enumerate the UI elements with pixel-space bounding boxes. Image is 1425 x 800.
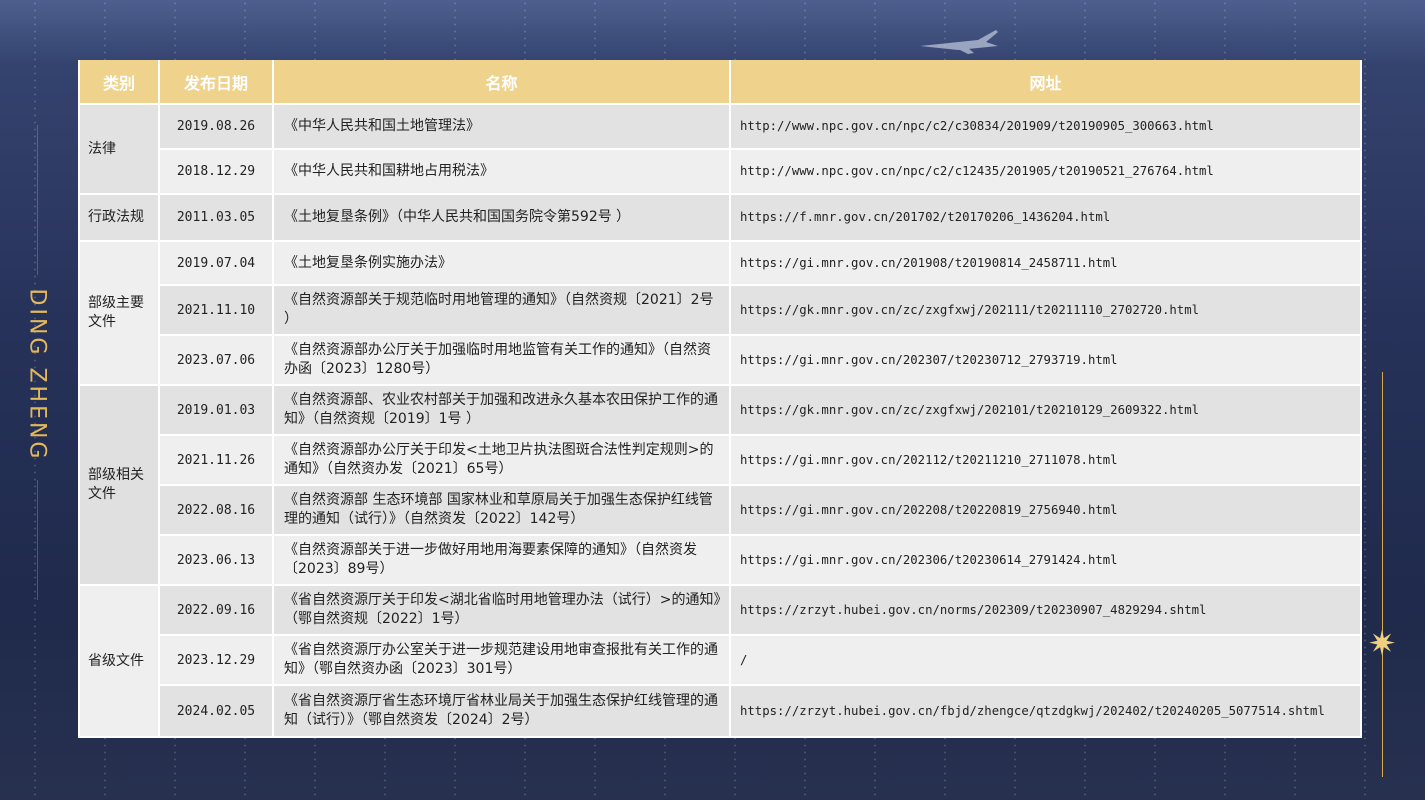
table-row: 2021.11.26 《自然资源部办公厅关于印发<土地卫片执法图斑合法性判定规则>… <box>79 434 1362 486</box>
table-row: 2023.06.13 《自然资源部关于进一步做好用地用海要素保障的通知》（自然资发… <box>79 534 1362 586</box>
header-date: 发布日期 <box>158 60 274 105</box>
name-cell: 《土地复垦条例》（中华人民共和国国务院令第592号 ） <box>272 193 731 242</box>
table-header-row: 类别 发布日期 名称 网址 <box>78 60 1362 105</box>
url-cell[interactable]: https://gi.mnr.gov.cn/202307/t20230712_2… <box>729 334 1362 386</box>
name-cell: 《自然资源部办公厅关于加强临时用地监管有关工作的通知》（自然资办函〔2023〕1… <box>272 334 731 386</box>
name-cell: 《土地复垦条例实施办法》 <box>272 240 731 286</box>
date-cell: 2021.11.10 <box>158 284 274 336</box>
airplane-icon <box>920 30 998 54</box>
decorative-gold-line <box>1382 372 1383 777</box>
date-cell: 2023.06.13 <box>158 534 274 586</box>
date-cell: 2023.12.29 <box>158 634 274 686</box>
category-cell: 部级相关文件 <box>78 384 160 586</box>
side-title: DING ZHENG <box>22 280 52 470</box>
url-cell[interactable]: https://gk.mnr.gov.cn/zc/zxgfxwj/202111/… <box>729 284 1362 336</box>
table-row: 2023.07.06 《自然资源部办公厅关于加强临时用地监管有关工作的通知》（自然… <box>79 334 1362 386</box>
date-cell: 2024.02.05 <box>158 684 274 738</box>
table-row: 2024.02.05 《省自然资源厅省生态环境厅省林业局关于加强生态保护红线管理的… <box>79 684 1362 738</box>
table-row: 部级主要文件 2019.07.04 《土地复垦条例实施办法》 https://gi.m… <box>78 240 1362 386</box>
date-cell: 2019.08.26 <box>158 103 274 150</box>
name-cell: 《自然资源部办公厅关于印发<土地卫片执法图斑合法性判定规则>的通知》（自然资办发… <box>272 434 731 486</box>
url-cell[interactable]: https://zrzyt.hubei.gov.cn/fbjd/zhengce/… <box>729 684 1362 738</box>
url-cell[interactable]: https://gk.mnr.gov.cn/zc/zxgfxwj/202101/… <box>729 384 1362 436</box>
url-cell[interactable]: https://gi.mnr.gov.cn/202112/t20211210_2… <box>729 434 1362 486</box>
header-name: 名称 <box>272 60 731 105</box>
date-cell: 2023.07.06 <box>158 334 274 386</box>
table-row: 2021.11.10 《自然资源部关于规范临时用地管理的通知》（自然资规〔2021… <box>79 284 1362 336</box>
url-cell[interactable]: https://gi.mnr.gov.cn/202306/t20230614_2… <box>729 534 1362 586</box>
date-cell: 2021.11.26 <box>158 434 274 486</box>
category-cell: 法律 <box>78 103 160 195</box>
url-cell[interactable]: https://gi.mnr.gov.cn/202208/t20220819_2… <box>729 484 1362 536</box>
date-cell: 2019.07.04 <box>158 240 274 286</box>
name-cell: 《省自然资源厅省生态环境厅省林业局关于加强生态保护红线管理的通知（试行）》（鄂自… <box>272 684 731 738</box>
table-row: 2023.12.29 《省自然资源厅办公室关于进一步规范建设用地审查报批有关工作的… <box>79 634 1362 686</box>
name-cell: 《省自然资源厅关于印发<湖北省临时用地管理办法（试行）>的通知》（鄂自然资规〔2… <box>272 584 731 636</box>
decorative-line <box>37 125 38 275</box>
name-cell: 《中华人民共和国耕地占用税法》 <box>272 148 731 195</box>
header-category: 类别 <box>78 60 160 105</box>
table-row: 行政法规 2011.03.05 《土地复垦条例》（中华人民共和国国务院令第592号 … <box>78 193 1362 242</box>
category-cell: 行政法规 <box>78 193 160 242</box>
table-row: 2018.12.29 《中华人民共和国耕地占用税法》 http://www.npc.… <box>79 148 1362 195</box>
date-cell: 2022.08.16 <box>158 484 274 536</box>
table-row: 法律 2019.08.26 《中华人民共和国土地管理法》 http://www.npc… <box>78 103 1362 195</box>
url-cell[interactable]: / <box>729 634 1362 686</box>
date-cell: 2018.12.29 <box>158 148 274 195</box>
name-cell: 《自然资源部、农业农村部关于加强和改进永久基本农田保护工作的通知》（自然资规〔2… <box>272 384 731 436</box>
decorative-line <box>37 480 38 600</box>
star-icon: ✷ <box>1367 624 1397 664</box>
name-cell: 《自然资源部关于进一步做好用地用海要素保障的通知》（自然资发〔2023〕89号） <box>272 534 731 586</box>
url-cell[interactable]: https://f.mnr.gov.cn/201702/t20170206_14… <box>729 193 1362 242</box>
table-row: 2022.08.16 《自然资源部 生态环境部 国家林业和草原局关于加强生态保护红… <box>79 484 1362 536</box>
name-cell: 《省自然资源厅办公室关于进一步规范建设用地审查报批有关工作的通知》（鄂自然资办函… <box>272 634 731 686</box>
side-title-text: DING ZHENG <box>24 288 50 462</box>
url-cell[interactable]: http://www.npc.gov.cn/npc/c2/c12435/2019… <box>729 148 1362 195</box>
header-url: 网址 <box>729 60 1362 105</box>
name-cell: 《自然资源部关于规范临时用地管理的通知》（自然资规〔2021〕2号 ） <box>272 284 731 336</box>
name-cell: 《自然资源部 生态环境部 国家林业和草原局关于加强生态保护红线管理的通知（试行）… <box>272 484 731 536</box>
regulations-table: 类别 发布日期 名称 网址 法律 2019.08.26 《中华人民共和国土地管理法》… <box>78 60 1362 738</box>
date-cell: 2022.09.16 <box>158 584 274 636</box>
category-cell: 部级主要文件 <box>78 240 160 386</box>
url-cell[interactable]: https://zrzyt.hubei.gov.cn/norms/202309/… <box>729 584 1362 636</box>
name-cell: 《中华人民共和国土地管理法》 <box>272 103 731 150</box>
date-cell: 2019.01.03 <box>158 384 274 436</box>
table-row: 省级文件 2022.09.16 《省自然资源厅关于印发<湖北省临时用地管理办法（试行… <box>78 584 1362 738</box>
table-row: 部级相关文件 2019.01.03 《自然资源部、农业农村部关于加强和改进永久基本农… <box>78 384 1362 586</box>
category-cell: 省级文件 <box>78 584 160 738</box>
url-cell[interactable]: https://gi.mnr.gov.cn/201908/t20190814_2… <box>729 240 1362 286</box>
date-cell: 2011.03.05 <box>158 193 274 242</box>
url-cell[interactable]: http://www.npc.gov.cn/npc/c2/c30834/2019… <box>729 103 1362 150</box>
